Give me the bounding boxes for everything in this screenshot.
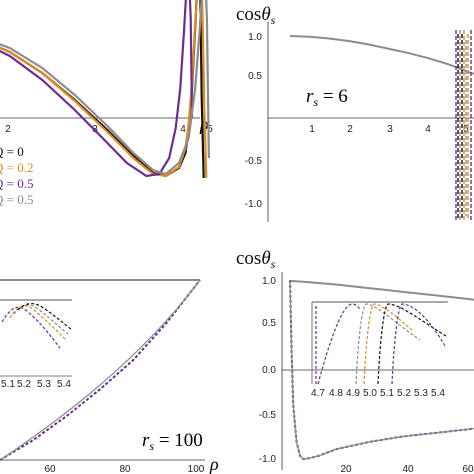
x-tick-label: 1 — [309, 124, 315, 135]
panel-title: cosθs — [236, 4, 276, 27]
panel-label: rs = 6 — [306, 86, 348, 109]
x-tick-label: 4 — [180, 124, 186, 135]
inset-tick-label: 5.1 — [1, 379, 15, 390]
legend-entry: Q = 0.5 — [0, 192, 33, 207]
inset-bottom-right: 4.7 4.8 4.9 5.0 5.1 5.2 5.3 5.4 — [311, 301, 448, 399]
dashed-line-q02 — [463, 30, 469, 220]
x-tick-label: 60 — [462, 464, 474, 474]
inset-line-q0 — [377, 303, 447, 385]
y-tick-label: -1.0 — [259, 454, 277, 465]
inset-tick-label: 5.1 — [380, 388, 394, 399]
legend: Q = 0 Q = 0.2 Q = 0.5 Q = 0.5 — [0, 144, 33, 207]
panel-label: rs = 100 — [142, 430, 203, 453]
x-tick-label: 5 — [207, 124, 213, 135]
y-tick-label: 0.0 — [262, 365, 276, 376]
inset-line-q0 — [17, 303, 73, 331]
inset-line-q05 — [315, 303, 361, 385]
x-tick-label: 5 — [463, 124, 469, 135]
panel-title: cosθs — [236, 248, 276, 271]
inset-tick-label: 5.4 — [57, 379, 71, 390]
panel-bottom-left: 60 80 100 ρ rs = 100 5.1 5.2 5.3 5.4 — [0, 279, 219, 474]
x-tick-label: 40 — [402, 464, 414, 474]
legend-entry: Q = 0.2 — [0, 160, 33, 175]
inset-tick-label: 5.2 — [397, 388, 411, 399]
series-line-main — [0, 279, 201, 461]
dashed-line-q05-gray — [459, 30, 467, 220]
inset-line-q02 — [363, 303, 413, 385]
series-line-upper — [289, 279, 474, 301]
y-tick-label: 1.0 — [248, 32, 262, 43]
legend-entry: Q = 0 — [0, 144, 24, 159]
x-tick-label: 4 — [425, 124, 431, 135]
y-tick-label: -0.5 — [259, 410, 277, 421]
x-tick-label: 20 — [340, 464, 352, 474]
series-line-q05-gray — [0, 0, 210, 176]
inset-tick-label: 5.3 — [37, 379, 51, 390]
series-group — [0, 0, 210, 179]
oscillation-dashes — [455, 30, 472, 220]
x-tick-label: 100 — [188, 464, 205, 474]
panel-top-right: cosθs 1.0 0.5 -0.5 -1.0 1 2 3 4 5 rs = 6 — [236, 4, 474, 222]
x-tick-label: 3 — [387, 124, 393, 135]
x-tick-label: 2 — [347, 124, 353, 135]
series-line-q02 — [0, 0, 208, 179]
inset-tick-label: 5.2 — [17, 379, 31, 390]
inset-tick-label: 4.7 — [311, 388, 325, 399]
inset-tick-label: 4.8 — [329, 388, 343, 399]
inset-line-q02 — [9, 305, 67, 341]
x-tick-label: 80 — [119, 464, 131, 474]
series-line-q05 — [0, 0, 194, 178]
inset-line-q05b — [391, 303, 447, 385]
inset-tick-label: 5.3 — [414, 388, 428, 399]
series-line-lower-gray — [289, 279, 474, 460]
dashed-line-q0 — [457, 34, 463, 218]
y-tick-label: -0.5 — [245, 156, 263, 167]
y-tick-label: 0.5 — [248, 71, 262, 82]
series-line-main-gray — [0, 279, 201, 461]
panel-top-left: 2 3 4 5 ρ Q = 0 Q = 0.2 Q = 0.5 Q = 0.5 — [0, 0, 213, 207]
inset-line-q05-gray — [13, 304, 69, 335]
inset-line-q05 — [1, 306, 61, 349]
series-line-gray — [289, 35, 474, 75]
inset-tick-label: 4.9 — [346, 388, 360, 399]
legend-entry: Q = 0.5 — [0, 176, 33, 191]
series-line-q0 — [0, 0, 205, 179]
x-axis-label: ρ — [209, 454, 219, 474]
y-tick-label: 0.5 — [262, 318, 276, 329]
y-tick-label: -1.0 — [245, 199, 263, 210]
inset-tick-label: 5.4 — [431, 388, 445, 399]
x-tick-label: 2 — [5, 124, 11, 135]
inset-tick-label: 5.0 — [363, 388, 377, 399]
x-tick-label: 60 — [44, 464, 56, 474]
inset-bottom-left: 5.1 5.2 5.3 5.4 — [0, 299, 73, 390]
dashed-line-q05 — [455, 30, 472, 220]
y-tick-label: 1.0 — [262, 276, 276, 287]
panel-bottom-right: cosθs 1.0 0.5 0.0 -0.5 -1.0 20 40 60 4.7… — [236, 248, 474, 474]
inset-line-q05-gray — [355, 303, 421, 385]
